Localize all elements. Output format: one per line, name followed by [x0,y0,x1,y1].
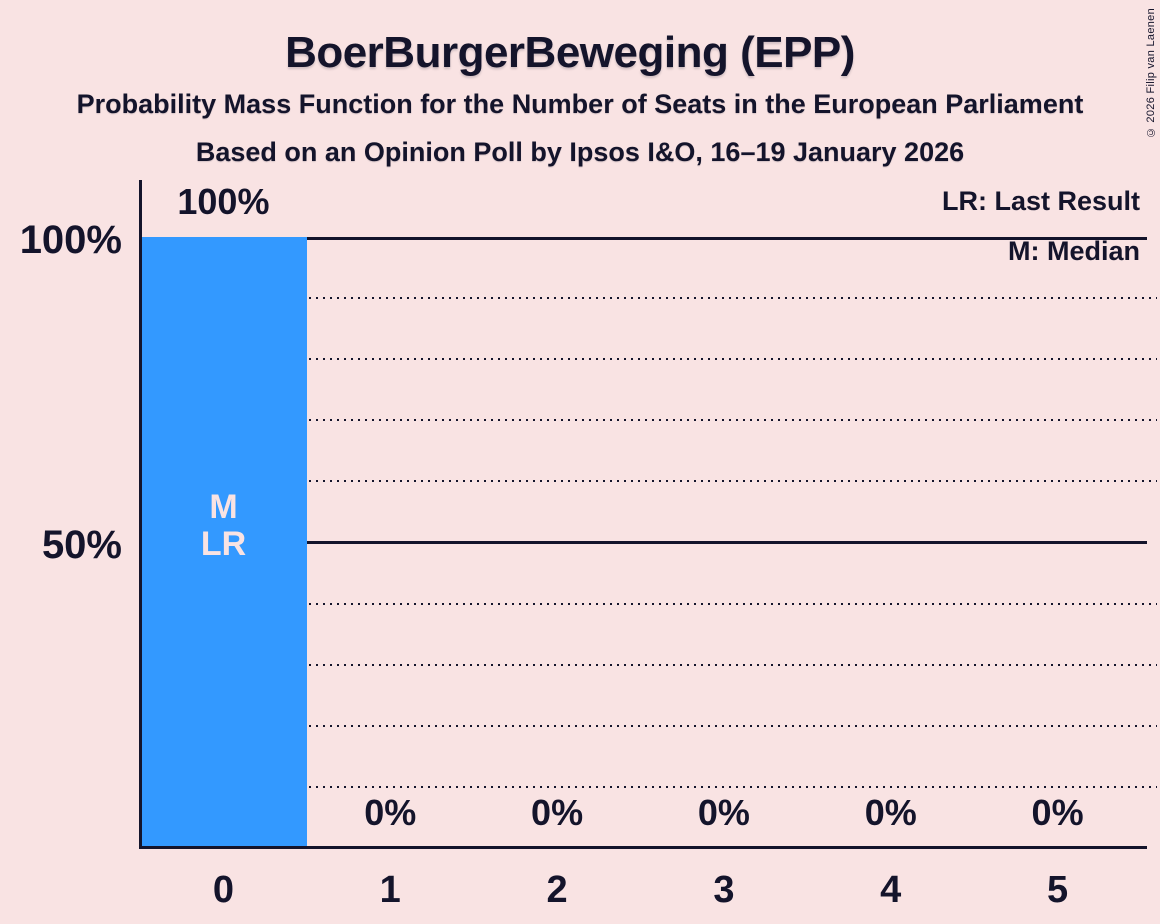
legend-median: M: Median [1008,236,1140,266]
chart-title: BoerBurgerBeweging (EPP) [285,28,855,77]
bar-value-label-4: 0% [864,792,917,833]
gridline-20pct [141,725,1157,727]
bar-value-label-5: 0% [1031,792,1084,833]
median-marker: M [209,488,238,526]
gridline-50pct [141,541,1147,544]
x-tick-1: 1 [379,869,401,911]
x-tick-0: 0 [212,869,234,911]
bar-annotation-seats-0: M LR [140,489,307,563]
bar-value-label-1: 0% [364,792,417,833]
gridline-90pct [141,297,1157,299]
gridline-100pct [141,237,1147,240]
y-axis-label-50: 50% [41,523,122,567]
last-result-marker: LR [200,525,247,563]
x-tick-2: 2 [546,869,568,911]
gridline-70pct [141,419,1157,421]
x-axis-tick-labels: 0 1 2 3 4 5 [140,866,1141,914]
bar-value-label-2: 0% [531,792,584,833]
gridline-80pct [141,358,1157,360]
gridline-10pct [141,786,1157,788]
x-axis-line [139,846,1147,849]
x-tick-3: 3 [713,869,735,911]
gridline-60pct [141,480,1157,482]
x-tick-4: 4 [880,869,902,911]
x-tick-5: 5 [1046,869,1069,911]
bar-value-label-0: 100% [177,181,270,222]
bar-value-label-3: 0% [697,792,750,833]
gridline-40pct [141,603,1157,605]
chart-poll-info: Based on an Opinion Poll by Ipsos I&O, 1… [195,137,965,167]
legend-last-result: LR: Last Result [941,186,1140,216]
plot-area: M LR 100% 0% 0% 0% 0% 0% [140,180,1157,848]
y-axis-label-100: 100% [19,218,122,262]
bar-seats-0 [140,237,307,848]
gridline-30pct [141,664,1157,666]
y-axis-line [139,180,142,849]
chart-subtitle: Probability Mass Function for the Number… [76,89,1084,119]
